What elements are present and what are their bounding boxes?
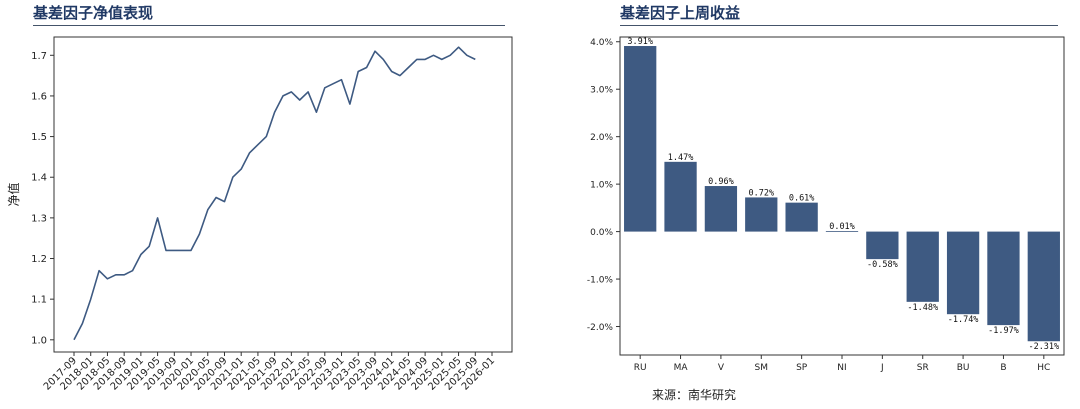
right-y-tick-label: 1.0%: [590, 181, 613, 191]
right-y-tick-label: 2.0%: [590, 133, 613, 143]
right-x-tick-label: SP: [796, 363, 808, 373]
left-y-tick-label: 1.6: [31, 91, 47, 102]
right-x-tick-label: SM: [755, 363, 768, 373]
bar-value-label: -1.97%: [988, 326, 1019, 336]
right-y-tick-label: 0.0%: [590, 228, 613, 238]
right-title-rule: [620, 25, 1058, 26]
right-y-tick-label: -2.0%: [587, 323, 614, 333]
bar-value-label: -1.48%: [907, 303, 938, 313]
bar-bu: [946, 231, 980, 315]
bar-value-label: 0.72%: [748, 188, 774, 198]
left-plot-frame: [53, 36, 513, 353]
left-y-tick-label: 1.1: [31, 295, 47, 306]
left-y-tick-label: 1.5: [31, 132, 47, 143]
right-x-tick-label: J: [880, 363, 884, 373]
bar-value-label: 0.61%: [789, 194, 815, 204]
right-x-tick-label: SR: [917, 363, 929, 373]
bar-sm: [745, 197, 778, 232]
left-line-chart: 1.01.11.21.31.41.51.61.72017-092018-0120…: [6, 36, 513, 393]
bar-value-label: -2.31%: [1028, 342, 1059, 352]
bar-ni: [825, 231, 859, 232]
bar-v: [704, 186, 738, 232]
right-x-tick-label: V: [718, 363, 725, 373]
left-chart-title: 基差因子净值表现: [33, 4, 154, 22]
right-x-tick-label: BU: [957, 363, 970, 373]
bar-sp: [785, 202, 818, 232]
bar-ru: [624, 46, 657, 232]
bar-value-label: 1.47%: [668, 153, 694, 163]
right-x-tick-label: MA: [674, 363, 689, 373]
left-y-tick-label: 1.0: [31, 335, 47, 346]
right-x-tick-label: RU: [634, 363, 647, 373]
bar-value-label: -1.74%: [948, 315, 979, 325]
right-chart-title: 基差因子上周收益: [620, 4, 741, 22]
bar-hc: [1027, 231, 1060, 342]
right-y-tick-label: 4.0%: [590, 38, 613, 48]
right-x-tick-label: B: [1000, 363, 1006, 373]
right-y-tick-label: 3.0%: [590, 86, 613, 96]
bar-value-label: -0.58%: [867, 260, 898, 270]
right-y-tick-label: -1.0%: [587, 276, 614, 286]
bar-j: [866, 231, 899, 260]
bar-b: [987, 231, 1020, 326]
left-title-rule: [33, 25, 505, 26]
left-y-tick-label: 1.7: [31, 51, 47, 62]
left-y-tick-label: 1.2: [31, 254, 47, 265]
right-x-tick-label: HC: [1037, 363, 1050, 373]
right-bar-chart: -2.0% -1.0% 0.0% 1.0% 2.0% 3.0% 4.0% 3.91% RU 1.4…: [587, 36, 1065, 373]
right-x-tick-label: NI: [837, 363, 846, 373]
bar-sr: [906, 231, 939, 302]
left-y-tick-label: 1.4: [31, 173, 47, 184]
left-y-axis-label: 净值: [6, 182, 21, 206]
net-value-line: [73, 46, 476, 341]
bar-value-label: 0.01%: [829, 222, 855, 232]
bar-value-label: 3.91%: [627, 37, 653, 47]
left-y-tick-label: 1.3: [31, 213, 47, 224]
bar-value-label: 0.96%: [708, 177, 734, 187]
bar-ma: [664, 161, 697, 232]
source-note: 来源：南华研究: [652, 388, 737, 402]
